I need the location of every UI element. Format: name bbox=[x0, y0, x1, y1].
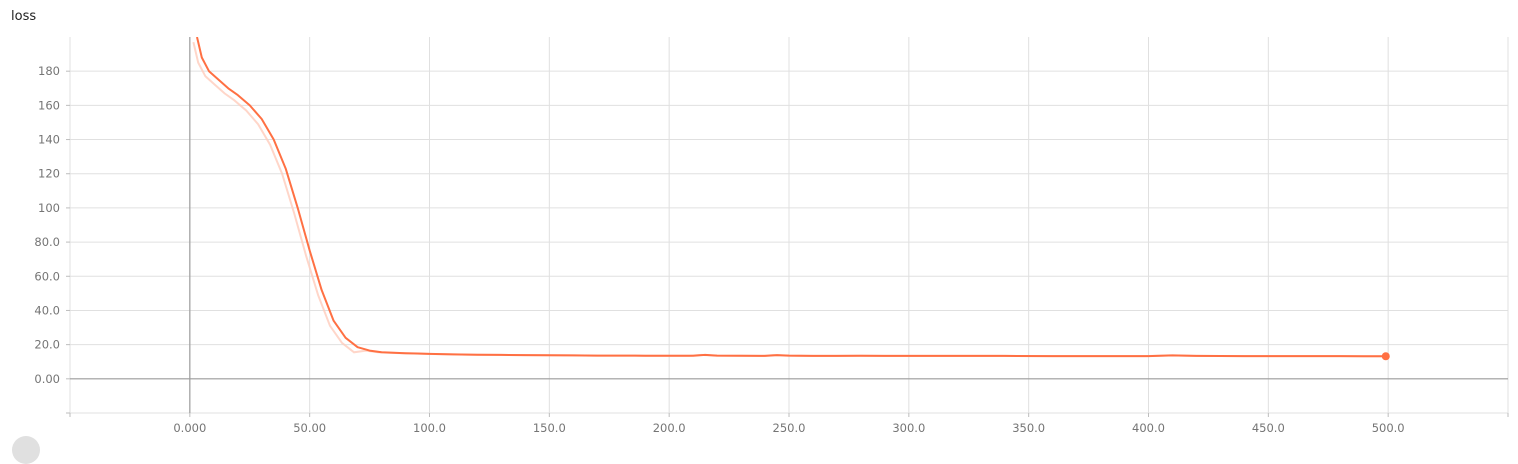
y-tick-label: 0.00 bbox=[34, 372, 60, 386]
x-tick-label: 400.0 bbox=[1132, 421, 1165, 435]
y-tick-label: 160 bbox=[38, 98, 60, 112]
series-line bbox=[196, 37, 1386, 358]
loss-chart: 0.00 20.0 40.0 60.0 80.0 100 120 140 160 180 0.000… bbox=[34, 37, 1509, 435]
fit-domain-button[interactable] bbox=[12, 436, 40, 464]
tick-labels: 0.00 20.0 40.0 60.0 80.0 100 120 140 160 180 0.000… bbox=[34, 64, 1404, 435]
series-end-point bbox=[1381, 352, 1390, 361]
x-tick-label: 250.0 bbox=[773, 421, 806, 435]
y-tick-label: 80.0 bbox=[34, 235, 60, 249]
x-tick-label: 100.0 bbox=[413, 421, 446, 435]
axis-layer bbox=[66, 37, 1509, 417]
y-tick-label: 40.0 bbox=[34, 303, 60, 317]
y-tick-label: 20.0 bbox=[34, 338, 60, 352]
x-tick-label: 500.0 bbox=[1372, 421, 1405, 435]
x-tick-label: 50.00 bbox=[293, 421, 326, 435]
y-tick-label: 100 bbox=[38, 201, 60, 215]
y-tick-label: 60.0 bbox=[34, 269, 60, 283]
x-tick-label: 200.0 bbox=[653, 421, 686, 435]
y-tick-label: 180 bbox=[38, 64, 60, 78]
series-layer bbox=[192, 37, 1390, 361]
x-tick-label: 350.0 bbox=[1012, 421, 1045, 435]
x-tick-label: 450.0 bbox=[1252, 421, 1285, 435]
x-tick-label: 150.0 bbox=[533, 421, 566, 435]
x-tick-label: 300.0 bbox=[892, 421, 925, 435]
y-tick-label: 120 bbox=[38, 167, 60, 181]
series-raw-line bbox=[192, 41, 1383, 358]
y-tick-label: 140 bbox=[38, 133, 60, 147]
x-tick-label: 0.000 bbox=[173, 421, 206, 435]
chart-title: loss bbox=[11, 9, 37, 24]
